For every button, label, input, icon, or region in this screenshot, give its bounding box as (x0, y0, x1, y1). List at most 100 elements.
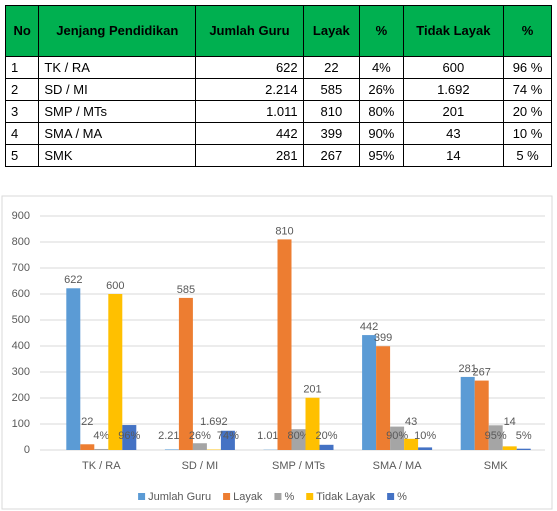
y-tick-label: 600 (12, 288, 30, 300)
bar (376, 346, 391, 450)
table-cell: 43 (402, 122, 505, 145)
table-cell: SMP / MTs (38, 100, 197, 123)
bar (404, 438, 419, 450)
bar (390, 426, 405, 450)
x-tick-label: SMK (484, 460, 509, 472)
bar (277, 239, 292, 450)
y-tick-label: 400 (12, 340, 30, 352)
table-cell: 95% (359, 144, 404, 167)
data-label: 20% (315, 430, 337, 442)
data-label: 600 (106, 280, 124, 292)
table-cell: 5 (4, 144, 40, 167)
data-table: No Jenjang Pendidikan Jumlah Guru Layak% Tid… (4, 5, 552, 167)
legend-swatch (274, 493, 282, 500)
bar (502, 446, 517, 450)
bar (108, 294, 123, 450)
bar (418, 447, 433, 450)
data-label: 281 (459, 363, 477, 375)
data-label: 585 (177, 284, 195, 296)
data-label: 96% (118, 430, 140, 442)
legend-swatch (306, 493, 314, 500)
table-cell: 5 % (503, 144, 552, 167)
table-cell: 281 (195, 144, 304, 167)
data-label: 74% (217, 430, 239, 442)
bar (460, 376, 475, 450)
table-cell: 20 % (503, 100, 552, 123)
y-tick-label: 900 (12, 210, 30, 222)
data-label: 2.214 (158, 430, 186, 442)
y-tick-label: 300 (12, 366, 30, 378)
y-tick-label: 0 (24, 444, 30, 456)
data-label: 201 (303, 384, 321, 396)
bar (220, 430, 235, 450)
header-cell: No (4, 5, 40, 57)
legend-swatch (387, 493, 395, 500)
bar (362, 335, 377, 450)
table-cell: 14 (402, 144, 505, 167)
data-label: 10% (414, 430, 436, 442)
data-label: 95% (485, 430, 507, 442)
data-label: 1.692 (200, 416, 228, 428)
table-cell: 399 (302, 122, 361, 145)
bar (80, 444, 95, 450)
bar (516, 448, 531, 450)
table-row: 4 SMA / MA 442 399 90% 43 10 % (4, 122, 552, 145)
data-label: 810 (275, 225, 293, 237)
bar (488, 425, 503, 450)
x-tick-label: SMA / MA (373, 460, 423, 472)
table-cell: 585 (302, 78, 361, 101)
y-tick-label: 500 (12, 314, 30, 326)
data-label: 622 (64, 274, 82, 286)
table-cell: 90% (359, 122, 404, 145)
header-cell: Layak (302, 5, 361, 57)
y-tick-label: 800 (12, 236, 30, 248)
y-tick-label: 700 (12, 262, 30, 274)
table-row: 3 SMP / MTs 1.011 810 80% 201 20 % (4, 100, 552, 123)
data-label: 267 (473, 366, 491, 378)
y-tick-label: 200 (12, 392, 30, 404)
bar (192, 443, 207, 450)
legend-label: Tidak Layak (316, 491, 375, 503)
table-row: 1 TK / RA 622 22 4% 600 96 % (4, 56, 552, 79)
data-label: 80% (287, 430, 309, 442)
bar (164, 449, 179, 450)
y-tick-label: 100 (12, 418, 30, 430)
legend-swatch (223, 493, 231, 500)
data-label: 4% (93, 430, 109, 442)
x-tick-label: SMP / MTs (272, 460, 325, 472)
legend-label: % (397, 491, 407, 503)
bar (122, 425, 137, 450)
bar (178, 297, 193, 450)
bar (474, 380, 489, 450)
table-cell: 96 % (503, 56, 552, 79)
table-cell: 2 (4, 78, 40, 101)
data-label: 43 (405, 416, 417, 428)
legend-label: % (284, 491, 294, 503)
x-tick-label: SD / MI (182, 460, 219, 472)
table-cell: 267 (302, 144, 361, 167)
data-label: 90% (386, 430, 408, 442)
x-tick-label: TK / RA (82, 460, 121, 472)
table-cell: SMK (38, 144, 197, 167)
header-cell: % (503, 5, 552, 57)
data-label: 14 (504, 416, 516, 428)
data-label: 442 (360, 321, 378, 333)
data-label: 26% (189, 430, 211, 442)
table-cell: 4% (359, 56, 404, 79)
data-label: 399 (374, 332, 392, 344)
header-cell: Tidak Layak (402, 5, 505, 57)
bar (94, 448, 109, 450)
bar (305, 397, 320, 450)
table-row: 5 SMK 281 267 95% 14 5 % (4, 144, 552, 167)
bar (319, 444, 334, 450)
legend-label: Jumlah Guru (148, 491, 211, 503)
data-label: 5% (516, 430, 532, 442)
data-label: 22 (81, 416, 93, 428)
data-label: 1.011 (257, 430, 284, 442)
bar (291, 429, 306, 450)
legend-label: Layak (233, 491, 263, 503)
chart-frame (1, 195, 553, 510)
header-cell: % (359, 5, 404, 57)
